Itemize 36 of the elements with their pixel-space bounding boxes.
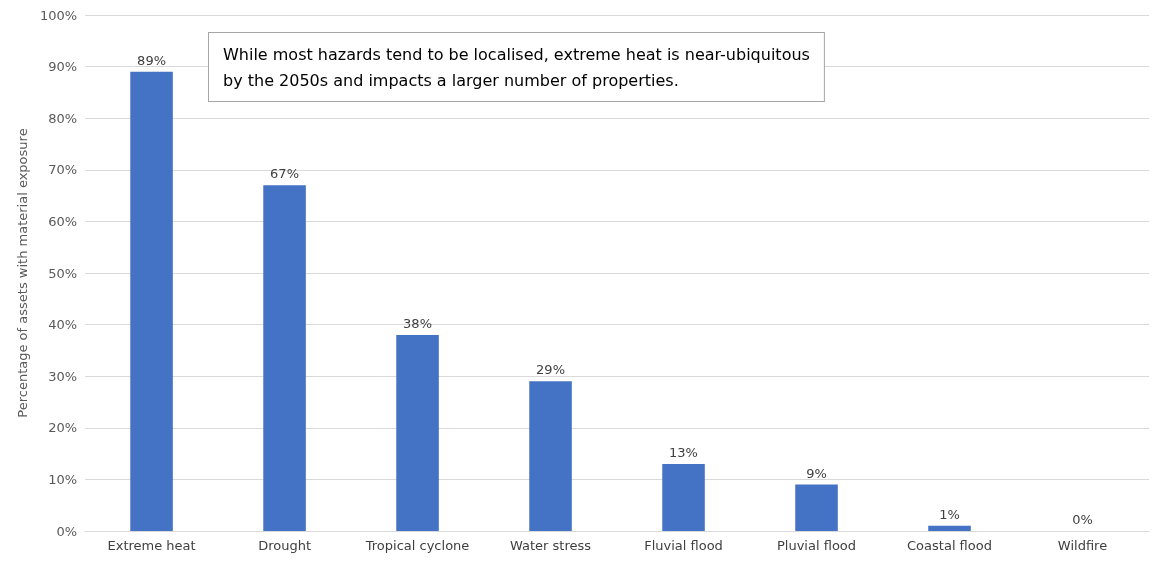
y-tick-label: 30% [48,368,78,384]
x-tick-label: Water stress [510,538,592,553]
x-tick-label: Extreme heat [107,538,196,553]
data-label: 29% [536,362,565,378]
bar [662,463,705,531]
y-tick-label: 100% [39,7,78,23]
bar [130,71,173,531]
y-tick-label: 80% [48,110,78,126]
y-tick-label: 40% [48,317,78,333]
bar [396,334,439,531]
data-label: 9% [806,465,827,481]
annotation: While most hazards tend to be localised, extreme heat is near-ubiquitous by the 2050s and impacts a larger number of properties. [223,44,810,90]
bar [263,185,306,531]
data-label: 38% [403,315,432,331]
y-tick-label: 90% [48,59,78,75]
y-tick-label: 60% [48,213,78,229]
x-tick-label: Coastal flood [907,538,992,553]
y-tick-label: 0% [56,523,78,539]
bar [795,484,838,531]
bar [529,381,572,531]
data-label: 89% [137,52,167,68]
x-tick-label: Wildfire [1057,538,1108,553]
y-axis-title: Percentage of assets with material exposure [15,128,30,418]
bar [928,525,971,531]
x-tick-label: Tropical cyclone [364,538,470,553]
y-tick-label: 10% [48,471,78,487]
x-tick-label: Pluvial flood [776,538,857,553]
data-label: 0% [1072,512,1093,527]
data-label: 13% [669,444,698,460]
y-tick-label: 70% [48,162,78,178]
x-tick-label: Drought [258,538,311,553]
data-label: 1% [939,506,960,522]
y-tick-label: 20% [48,420,78,436]
x-tick-label: Fluvial flood [644,538,723,553]
data-label: 67% [270,166,300,182]
y-tick-label: 50% [48,265,78,281]
